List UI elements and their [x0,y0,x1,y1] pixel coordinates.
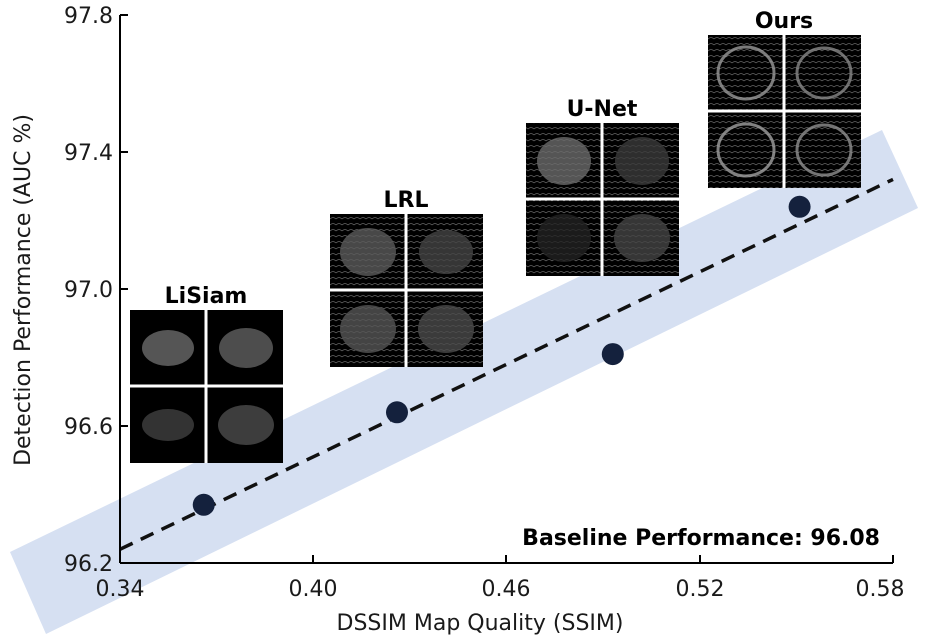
confidence-band [10,130,918,634]
x-tick-label: 0.52 [676,577,725,602]
data-point [385,401,408,424]
y-axis-title: Detection Performance (AUC %) [11,114,36,466]
y-tick-label: 97.4 [64,141,113,166]
y-tick-label: 96.6 [64,415,113,440]
y-tick-label: 97.8 [64,4,113,29]
ours-map-grid [708,35,861,188]
trend-line [119,177,894,551]
lrl-map-grid [330,214,483,367]
lisiam-map-grid [130,310,283,463]
baseline-annotation: Baseline Performance: 96.08 [522,526,880,551]
unet-map-grid [526,123,679,276]
method-label-lisiam: LiSiam [165,284,248,309]
x-ticks: 0.34 0.40 0.46 0.52 0.58 [96,555,905,602]
x-tick-label: 0.34 [96,577,145,602]
x-tick-label: 0.40 [289,577,338,602]
y-tick-label: 96.2 [64,552,113,577]
y-ticks: 97.8 97.4 97.0 96.6 96.2 [64,4,128,577]
data-point [192,493,215,516]
x-tick-label: 0.46 [482,577,531,602]
data-point [601,343,624,366]
y-tick-label: 97.0 [64,278,113,303]
method-label-ours: Ours [755,9,813,34]
method-label-unet: U-Net [567,97,638,122]
x-tick-label: 0.58 [856,577,905,602]
x-axis-title: DSSIM Map Quality (SSIM) [337,611,624,636]
data-point [788,195,811,218]
method-label-lrl: LRL [384,188,429,213]
